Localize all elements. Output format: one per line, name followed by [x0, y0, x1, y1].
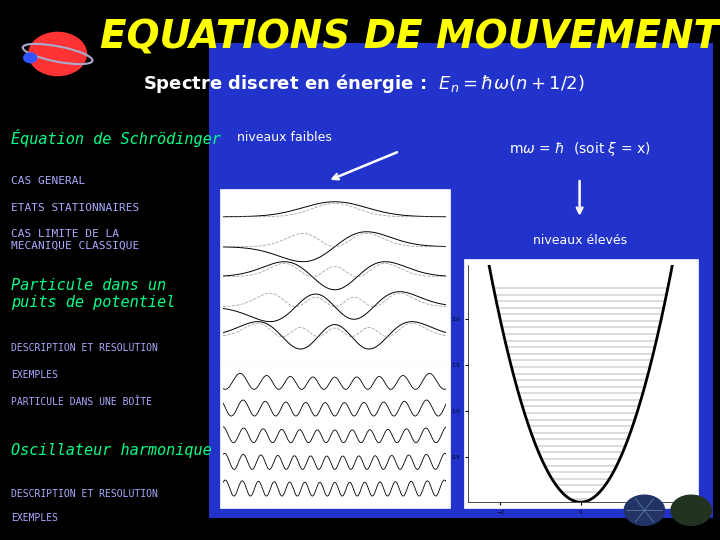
Bar — [464, 259, 698, 508]
Text: DESCRIPTION ET RESOLUTION: DESCRIPTION ET RESOLUTION — [11, 343, 158, 353]
Text: niveaux faibles: niveaux faibles — [237, 131, 332, 144]
Text: EXEMPLES: EXEMPLES — [11, 370, 58, 380]
Circle shape — [24, 53, 37, 63]
Circle shape — [671, 495, 711, 525]
Text: niveaux élevés: niveaux élevés — [533, 234, 626, 247]
Text: Particule dans un
puits de potentiel: Particule dans un puits de potentiel — [11, 278, 175, 310]
Text: DESCRIPTION ET RESOLUTION: DESCRIPTION ET RESOLUTION — [11, 489, 158, 499]
Text: EQUATIONS DE MOUVEMENT: EQUATIONS DE MOUVEMENT — [100, 19, 720, 57]
Text: Équation de Schrödinger: Équation de Schrödinger — [11, 129, 220, 147]
Circle shape — [624, 495, 665, 525]
Text: m$\omega$ = $\hbar$  (soit $\xi$ = x): m$\omega$ = $\hbar$ (soit $\xi$ = x) — [509, 139, 650, 158]
Text: ETATS STATIONNAIRES: ETATS STATIONNAIRES — [11, 203, 139, 213]
Circle shape — [29, 32, 86, 76]
Text: Spectre discret en énergie :  $E_n = \hbar\omega(n+1/2)$: Spectre discret en énergie : $E_n = \hba… — [143, 72, 585, 95]
Text: PARTICULE DANS UNE BOÎTE: PARTICULE DANS UNE BOÎTE — [11, 397, 152, 407]
Text: Oscillateur harmonique: Oscillateur harmonique — [11, 443, 212, 458]
Text: CAS LIMITE DE LA
MECANIQUE CLASSIQUE: CAS LIMITE DE LA MECANIQUE CLASSIQUE — [11, 230, 139, 251]
Bar — [209, 43, 713, 518]
Text: EXEMPLES: EXEMPLES — [11, 514, 58, 523]
Bar — [220, 189, 450, 362]
Bar — [220, 362, 450, 508]
Text: CAS GENERAL: CAS GENERAL — [11, 176, 85, 186]
